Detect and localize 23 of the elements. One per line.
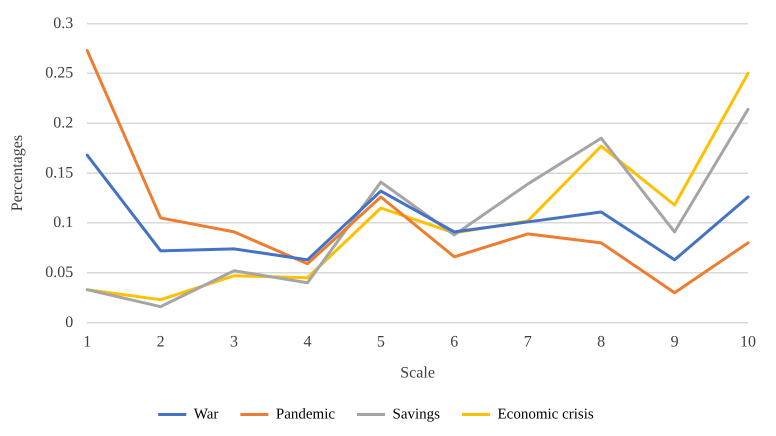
legend-label: Economic crisis: [498, 406, 594, 422]
x-tick-label: 6: [450, 333, 458, 350]
x-tick-label: 4: [303, 333, 312, 350]
x-tick-label: 1: [83, 333, 92, 350]
x-tick-label: 2: [156, 333, 165, 350]
legend-label: Pandemic: [276, 406, 336, 422]
y-tick-label: 0.25: [45, 64, 74, 82]
x-tick-label: 10: [740, 333, 756, 350]
y-tick-label: 0.15: [45, 164, 74, 182]
legend-label: Savings: [392, 406, 440, 422]
y-tick-label: 0.2: [53, 114, 74, 132]
y-tick-label: 0.1: [53, 214, 74, 232]
x-tick-label: 7: [524, 333, 532, 350]
y-tick-label: 0: [65, 314, 74, 331]
y-tick-label: 0.05: [45, 264, 74, 281]
y-axis-title: Percentages: [8, 134, 26, 212]
x-tick-label: 9: [670, 333, 679, 350]
legend-label: War: [194, 406, 218, 422]
x-axis-title: Scale: [400, 364, 435, 382]
x-tick-label: 3: [230, 333, 238, 350]
x-tick-label: 8: [597, 333, 606, 350]
y-tick-label: 0.3: [53, 14, 74, 32]
x-tick-label: 5: [376, 333, 385, 350]
